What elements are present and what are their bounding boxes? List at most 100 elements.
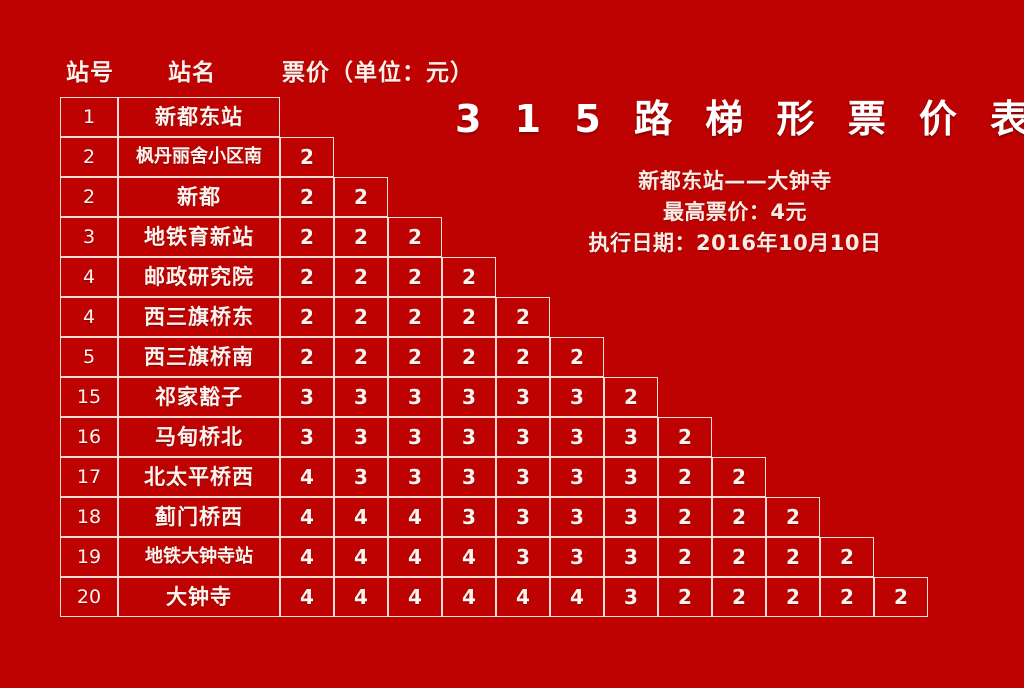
cell-fare: 3 bbox=[550, 537, 604, 577]
cell-fare: 2 bbox=[658, 577, 712, 617]
cell-fare: 2 bbox=[280, 137, 334, 177]
cell-station-number: 17 bbox=[60, 457, 118, 497]
cell-station-name: 北太平桥西 bbox=[118, 457, 280, 497]
cell-fare: 2 bbox=[658, 537, 712, 577]
cell-fare: 3 bbox=[388, 417, 442, 457]
cell-fare: 2 bbox=[874, 577, 928, 617]
cell-fare: 4 bbox=[388, 537, 442, 577]
page-title: 3 1 5 路 梯 形 票 价 表 bbox=[455, 97, 1024, 141]
cell-station-number: 20 bbox=[60, 577, 118, 617]
cell-fare: 3 bbox=[604, 577, 658, 617]
cell-station-number: 4 bbox=[60, 297, 118, 337]
cell-fare: 3 bbox=[280, 417, 334, 457]
table-row: 1 新都东站 bbox=[60, 97, 932, 137]
column-headers: 站号 站名 票价（单位：元） bbox=[60, 58, 520, 94]
cell-fare: 4 bbox=[388, 577, 442, 617]
cell-station-number: 18 bbox=[60, 497, 118, 537]
cell-station-name: 西三旗桥南 bbox=[118, 337, 280, 377]
cell-fare: 4 bbox=[496, 577, 550, 617]
cell-fare: 3 bbox=[604, 417, 658, 457]
cell-station-name: 西三旗桥东 bbox=[118, 297, 280, 337]
cell-station-number: 2 bbox=[60, 177, 118, 217]
cell-fare: 2 bbox=[442, 337, 496, 377]
cell-fare: 3 bbox=[496, 537, 550, 577]
cell-station-name: 新都 bbox=[118, 177, 280, 217]
cell-fare: 4 bbox=[442, 537, 496, 577]
table-row: 5 西三旗桥南 2 2 2 2 2 2 bbox=[60, 337, 932, 377]
cell-fare: 2 bbox=[712, 537, 766, 577]
header-fare: 票价（单位：元） bbox=[282, 60, 474, 86]
table-row: 17 北太平桥西 4 3 3 3 3 3 3 2 2 bbox=[60, 457, 932, 497]
cell-fare: 4 bbox=[280, 537, 334, 577]
cell-fare: 2 bbox=[280, 337, 334, 377]
cell-fare: 3 bbox=[496, 497, 550, 537]
cell-fare: 3 bbox=[334, 457, 388, 497]
table-row: 2 新都 2 2 bbox=[60, 177, 932, 217]
cell-fare: 4 bbox=[334, 497, 388, 537]
table-row: 4 邮政研究院 2 2 2 2 bbox=[60, 257, 932, 297]
cell-fare: 3 bbox=[334, 377, 388, 417]
cell-fare: 2 bbox=[820, 537, 874, 577]
cell-station-number: 3 bbox=[60, 217, 118, 257]
cell-fare: 3 bbox=[550, 417, 604, 457]
table-row: 15 祁家豁子 3 3 3 3 3 3 2 bbox=[60, 377, 932, 417]
header-station-name: 站名 bbox=[168, 60, 216, 86]
table-row: 18 蓟门桥西 4 4 4 3 3 3 3 2 2 2 bbox=[60, 497, 932, 537]
cell-fare: 2 bbox=[712, 497, 766, 537]
cell-fare: 2 bbox=[766, 537, 820, 577]
cell-fare: 3 bbox=[442, 377, 496, 417]
header-station-number: 站号 bbox=[66, 60, 114, 86]
cell-station-name: 地铁大钟寺站 bbox=[118, 537, 280, 577]
cell-station-name: 马甸桥北 bbox=[118, 417, 280, 457]
title-block: 3 1 5 路 梯 形 票 价 表 新都东站——大钟寺 最高票价：4元 执行日期… bbox=[455, 96, 1024, 259]
cell-fare: 2 bbox=[334, 297, 388, 337]
table-row: 19 地铁大钟寺站 4 4 4 4 3 3 3 2 2 2 2 bbox=[60, 537, 932, 577]
cell-fare: 4 bbox=[280, 577, 334, 617]
cell-station-name: 蓟门桥西 bbox=[118, 497, 280, 537]
cell-fare: 2 bbox=[766, 577, 820, 617]
cell-fare: 2 bbox=[712, 577, 766, 617]
cell-fare: 2 bbox=[550, 337, 604, 377]
table-row: 4 西三旗桥东 2 2 2 2 2 bbox=[60, 297, 932, 337]
cell-fare: 2 bbox=[334, 177, 388, 217]
cell-station-name: 枫丹丽舍小区南 bbox=[118, 137, 280, 177]
cell-fare: 3 bbox=[604, 497, 658, 537]
cell-fare: 3 bbox=[496, 417, 550, 457]
cell-fare: 3 bbox=[604, 537, 658, 577]
cell-fare: 3 bbox=[442, 457, 496, 497]
cell-fare: 3 bbox=[550, 377, 604, 417]
cell-station-name: 邮政研究院 bbox=[118, 257, 280, 297]
cell-fare: 2 bbox=[820, 577, 874, 617]
cell-fare: 4 bbox=[442, 577, 496, 617]
cell-fare: 3 bbox=[388, 457, 442, 497]
cell-station-number: 19 bbox=[60, 537, 118, 577]
cell-fare: 3 bbox=[550, 457, 604, 497]
cell-fare: 2 bbox=[658, 417, 712, 457]
cell-station-number: 2 bbox=[60, 137, 118, 177]
cell-fare: 2 bbox=[280, 217, 334, 257]
table-row: 2 枫丹丽舍小区南 2 bbox=[60, 137, 932, 177]
cell-fare: 4 bbox=[280, 497, 334, 537]
cell-fare: 3 bbox=[280, 377, 334, 417]
cell-fare: 2 bbox=[496, 337, 550, 377]
cell-fare: 3 bbox=[442, 497, 496, 537]
cell-fare: 2 bbox=[388, 217, 442, 257]
cell-fare: 2 bbox=[334, 257, 388, 297]
cell-station-name: 新都东站 bbox=[118, 97, 280, 137]
cell-fare: 4 bbox=[550, 577, 604, 617]
cell-fare: 3 bbox=[388, 377, 442, 417]
cell-fare: 2 bbox=[388, 257, 442, 297]
cell-fare: 3 bbox=[604, 457, 658, 497]
cell-fare: 2 bbox=[766, 497, 820, 537]
cell-fare: 2 bbox=[712, 457, 766, 497]
cell-fare: 3 bbox=[496, 457, 550, 497]
cell-fare: 4 bbox=[334, 537, 388, 577]
cell-station-name: 大钟寺 bbox=[118, 577, 280, 617]
cell-fare: 2 bbox=[658, 497, 712, 537]
table-row: 16 马甸桥北 3 3 3 3 3 3 3 2 bbox=[60, 417, 932, 457]
cell-station-number: 1 bbox=[60, 97, 118, 137]
cell-fare: 4 bbox=[280, 457, 334, 497]
cell-fare: 2 bbox=[442, 297, 496, 337]
cell-fare: 3 bbox=[550, 497, 604, 537]
